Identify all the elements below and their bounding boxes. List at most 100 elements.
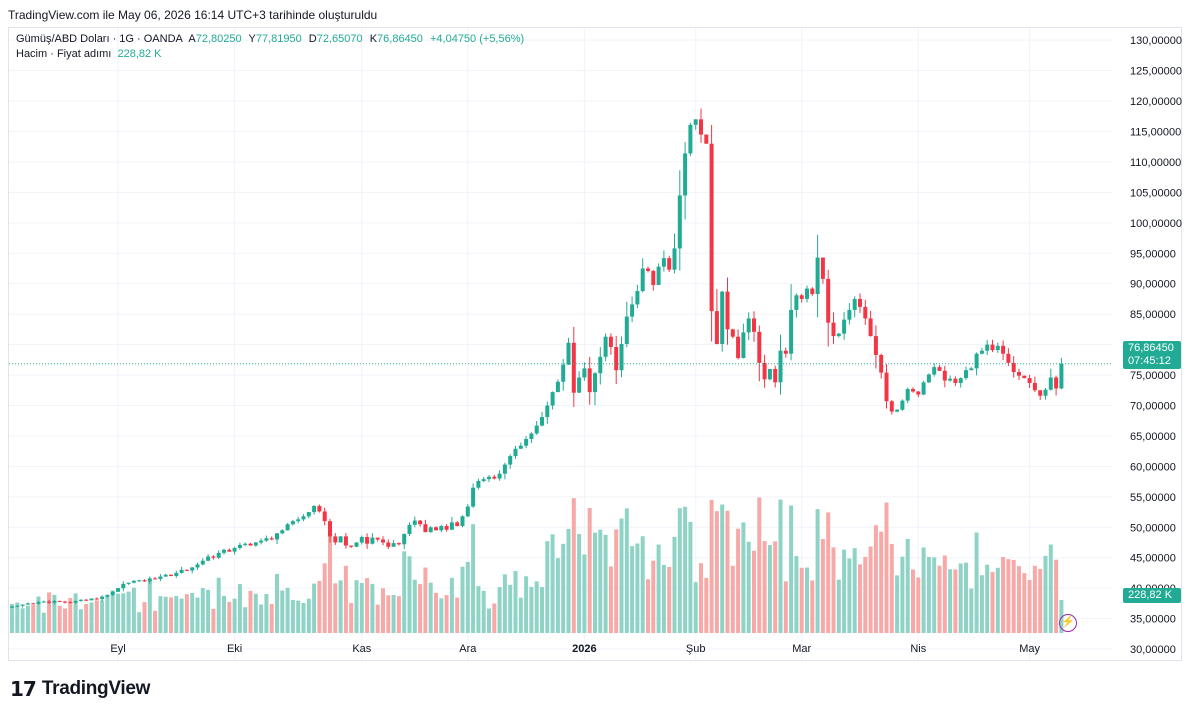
candle-body bbox=[296, 519, 301, 522]
volume-bar bbox=[269, 603, 274, 633]
volume-bar bbox=[121, 593, 126, 633]
candle-body bbox=[275, 533, 279, 540]
candle-body bbox=[253, 542, 258, 546]
volume-bar bbox=[979, 575, 984, 633]
price-tick-label: 65,00000 bbox=[1130, 431, 1176, 443]
candle-body bbox=[195, 564, 200, 568]
price-tick-label: 45,00000 bbox=[1130, 553, 1176, 565]
candle-body bbox=[926, 374, 931, 383]
price-tick-label: 95,00000 bbox=[1130, 248, 1176, 260]
candle-body bbox=[174, 572, 179, 576]
candle-body bbox=[720, 291, 725, 344]
volume-bar bbox=[163, 596, 168, 633]
candle-body bbox=[1032, 382, 1037, 391]
candle-body bbox=[94, 598, 99, 600]
volume-bar bbox=[752, 550, 756, 633]
candle-body bbox=[651, 270, 656, 285]
candle-body bbox=[412, 520, 417, 525]
volume-bar bbox=[343, 565, 348, 633]
candle-body bbox=[359, 537, 364, 543]
volume-tag: 228,82 K bbox=[1123, 588, 1181, 603]
candle-body bbox=[78, 599, 83, 601]
time-tick-label: Kas bbox=[352, 643, 371, 655]
volume-bar bbox=[720, 504, 725, 633]
tradingview-brand[interactable]: 17 TradingView bbox=[10, 677, 150, 701]
lightning-icon[interactable]: ⚡ bbox=[1059, 614, 1077, 632]
candles bbox=[10, 108, 1064, 609]
candle-body bbox=[730, 329, 735, 337]
volume-bar bbox=[253, 593, 258, 633]
volume-bar bbox=[571, 498, 576, 633]
volume-bar bbox=[646, 579, 650, 633]
candle-body bbox=[216, 552, 221, 558]
chart-legend: Gümüş/ABD Doları · 1G · OANDA A72,80250 … bbox=[16, 32, 524, 62]
volume-bar bbox=[428, 582, 433, 633]
volume-bar bbox=[10, 604, 14, 633]
volume-bar bbox=[852, 548, 857, 633]
candle-body bbox=[147, 578, 152, 582]
candle-body bbox=[63, 601, 67, 603]
candle-body bbox=[386, 542, 391, 547]
candle-body bbox=[672, 248, 677, 270]
candle-body bbox=[137, 580, 142, 582]
volume-bar bbox=[688, 521, 693, 633]
volume-bar bbox=[619, 518, 624, 633]
volume-bar bbox=[264, 594, 269, 633]
candle-body bbox=[836, 333, 841, 337]
candle-body bbox=[847, 309, 852, 320]
candle-body bbox=[958, 378, 963, 383]
candle-body bbox=[264, 538, 269, 541]
volume-bar bbox=[534, 581, 539, 633]
candle-body bbox=[704, 134, 709, 144]
candle-body bbox=[555, 381, 560, 393]
candle-body bbox=[481, 479, 486, 481]
candle-body bbox=[603, 336, 608, 357]
volume-bar bbox=[847, 558, 852, 633]
volume-bar bbox=[969, 588, 974, 633]
volume-bar bbox=[306, 598, 311, 633]
volume-bar bbox=[502, 574, 507, 633]
candle-body bbox=[476, 480, 481, 488]
volume-bar bbox=[290, 599, 295, 633]
tradingview-logo-icon: 17 bbox=[10, 677, 37, 701]
volume-bar bbox=[889, 544, 894, 633]
candle-body bbox=[524, 438, 529, 446]
last-price-value: 76,86450 bbox=[1128, 342, 1174, 354]
volume-bar bbox=[593, 532, 597, 633]
candle-body bbox=[868, 318, 873, 337]
volume-bar bbox=[25, 605, 30, 633]
price-tick-label: 130,00000 bbox=[1130, 35, 1182, 47]
candle-body bbox=[1048, 377, 1053, 390]
time-tick-label: Nis bbox=[910, 643, 926, 655]
candle-body bbox=[561, 364, 566, 382]
candle-body bbox=[322, 511, 327, 522]
candle-body bbox=[338, 536, 343, 543]
volume-bar bbox=[36, 596, 41, 633]
candle-body bbox=[985, 344, 990, 351]
candle-body bbox=[460, 516, 465, 527]
volume-bar bbox=[566, 528, 571, 633]
volume-bar bbox=[953, 569, 958, 633]
candle-body bbox=[25, 603, 30, 605]
volume-bar bbox=[439, 598, 444, 633]
candle-body bbox=[290, 521, 295, 525]
volume-bar bbox=[577, 534, 582, 633]
candle-body bbox=[863, 306, 868, 319]
volume-label[interactable]: Hacim · Fiyat adımı bbox=[16, 48, 112, 60]
chart-caption: TradingView.com ile May 06, 2026 16:14 U… bbox=[8, 8, 378, 22]
candle-body bbox=[540, 417, 544, 426]
symbol-label[interactable]: Gümüş/ABD Doları · 1G · OANDA bbox=[16, 33, 183, 45]
volume-bar bbox=[381, 588, 385, 633]
candle-body bbox=[158, 576, 163, 580]
candle-body bbox=[725, 291, 730, 330]
volume-bar bbox=[47, 592, 52, 633]
candle-body bbox=[778, 350, 783, 383]
volume-bar bbox=[89, 602, 94, 633]
volume-bar bbox=[94, 600, 99, 633]
candle-body bbox=[41, 601, 46, 603]
volume-bar bbox=[169, 597, 173, 633]
candle-body bbox=[757, 331, 762, 363]
candle-body bbox=[497, 473, 502, 479]
candle-body bbox=[52, 600, 57, 603]
